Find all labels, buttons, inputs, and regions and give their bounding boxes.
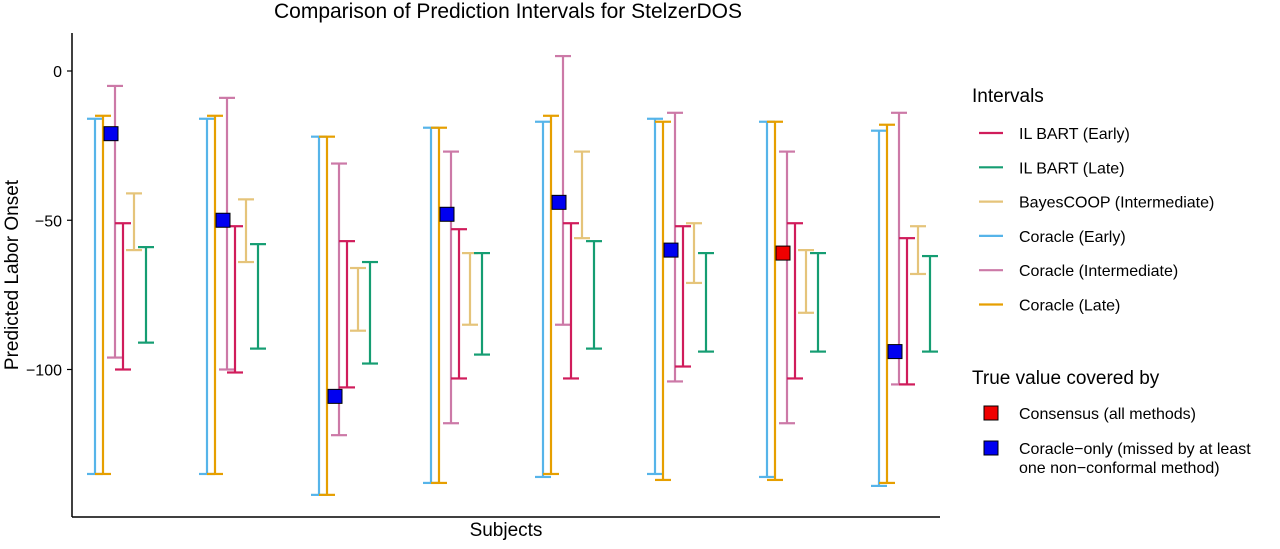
interval-coracle-intermediate xyxy=(891,111,907,386)
interval-coracle-early xyxy=(311,135,327,496)
interval-il-bart-early xyxy=(675,225,691,368)
svg-text:Consensus (all methods): Consensus (all methods) xyxy=(1019,406,1196,423)
legend-entry-interval: Coracle (Late) xyxy=(979,298,1120,315)
true-value-point xyxy=(775,245,791,261)
svg-text:one non−conformal method): one non−conformal method) xyxy=(1019,460,1220,477)
interval-coracle-early xyxy=(423,126,439,485)
interval-il-bart-late xyxy=(250,243,266,350)
interval-il-bart-late xyxy=(810,251,826,353)
interval-il-bart-late xyxy=(922,254,938,353)
interval-coracle-late xyxy=(319,135,335,496)
legend-intervals-entries: IL BART (Early) IL BART (Late) BayesCOOP (… xyxy=(979,126,1214,315)
interval-il-bart-late xyxy=(138,246,154,344)
interval-il-bart-early xyxy=(227,225,243,374)
interval-bayescoop-intermediate xyxy=(574,150,590,240)
interval-coracle-late xyxy=(767,120,783,482)
interval-il-bart-late xyxy=(586,240,602,350)
svg-text:IL BART (Early): IL BART (Early) xyxy=(1019,126,1130,143)
svg-text:IL BART (Late): IL BART (Late) xyxy=(1019,160,1125,177)
interval-coracle-early xyxy=(647,117,663,476)
true-value-point xyxy=(439,206,455,222)
legend-entry-interval: Coracle (Early) xyxy=(979,229,1126,246)
chart-title: Comparison of Prediction Intervals for S… xyxy=(274,0,742,23)
interval-coracle-intermediate xyxy=(219,96,235,371)
true-value-point xyxy=(103,126,119,142)
interval-bayescoop-intermediate xyxy=(350,266,366,332)
interval-bayescoop-intermediate xyxy=(798,249,814,314)
legend-coverage-entries: Consensus (all methods) Coracle−only (mis… xyxy=(983,405,1251,477)
interval-il-bart-early xyxy=(787,222,803,380)
legend-entry-coverage: Coracle−only (missed by at least one non−… xyxy=(983,440,1251,477)
svg-text:Coracle (Late): Coracle (Late) xyxy=(1019,298,1120,315)
interval-il-bart-early xyxy=(899,237,915,386)
true-value-point xyxy=(663,242,679,258)
interval-coracle-early xyxy=(87,117,103,476)
y-tick-label: −100 xyxy=(26,363,62,380)
interval-bayescoop-intermediate xyxy=(686,222,702,285)
interval-il-bart-late xyxy=(362,260,378,365)
true-value-point xyxy=(215,212,231,228)
legend-entry-interval: Coracle (Intermediate) xyxy=(979,263,1178,280)
svg-text:Coracle−only (missed by at lea: Coracle−only (missed by at least xyxy=(1019,441,1251,458)
plot-area: 0 −50 −100 xyxy=(26,33,940,518)
interval-coracle-late xyxy=(207,114,223,476)
legend-title-intervals: Intervals xyxy=(972,86,1044,107)
legend-entry-interval: IL BART (Early) xyxy=(979,126,1130,143)
legend-entry-interval: IL BART (Late) xyxy=(979,160,1125,177)
interval-coracle-late xyxy=(543,114,559,476)
interval-coracle-intermediate xyxy=(779,150,795,425)
true-value-point xyxy=(327,388,343,404)
interval-il-bart-early xyxy=(451,228,467,380)
x-axis-title: Subjects xyxy=(470,520,543,541)
legend-title-coverage: True value covered by xyxy=(972,368,1160,389)
interval-coracle-late xyxy=(431,126,447,485)
interval-coracle-early xyxy=(871,129,887,488)
interval-bars xyxy=(87,54,938,496)
interval-coracle-early xyxy=(199,117,215,476)
legend-entry-coverage: Consensus (all methods) xyxy=(983,405,1196,423)
interval-coracle-late xyxy=(95,114,111,476)
interval-coracle-late xyxy=(655,120,671,482)
svg-text:Coracle (Early): Coracle (Early) xyxy=(1019,229,1126,246)
y-axis-ticks: 0 −50 −100 xyxy=(26,64,72,380)
y-axis-title: Predicted Labor Onset xyxy=(2,179,23,370)
true-value-point xyxy=(551,194,567,210)
interval-il-bart-early xyxy=(563,222,579,380)
interval-il-bart-late xyxy=(698,251,714,353)
interval-coracle-intermediate xyxy=(555,54,571,326)
interval-bayescoop-intermediate xyxy=(462,251,478,326)
svg-text:Coracle (Intermediate): Coracle (Intermediate) xyxy=(1019,263,1178,280)
svg-text:BayesCOOP (Intermediate): BayesCOOP (Intermediate) xyxy=(1019,195,1214,212)
interval-il-bart-late xyxy=(474,251,490,356)
true-value-points xyxy=(103,126,903,404)
interval-coracle-early xyxy=(759,120,775,479)
interval-coracle-intermediate xyxy=(443,150,459,425)
y-tick-label: −50 xyxy=(35,213,62,230)
legend-entry-interval: BayesCOOP (Intermediate) xyxy=(979,195,1214,212)
interval-coracle-early xyxy=(535,120,551,479)
interval-bayescoop-intermediate xyxy=(238,198,254,264)
interval-coracle-late xyxy=(879,123,895,485)
interval-bayescoop-intermediate xyxy=(910,225,926,276)
interval-il-bart-early xyxy=(339,240,355,389)
y-tick-label: 0 xyxy=(53,64,62,81)
true-value-point xyxy=(887,344,903,360)
legend: Intervals IL BART (Early) IL BART (Late) B… xyxy=(972,86,1251,477)
interval-il-bart-early xyxy=(115,222,131,371)
interval-bayescoop-intermediate xyxy=(126,192,142,252)
